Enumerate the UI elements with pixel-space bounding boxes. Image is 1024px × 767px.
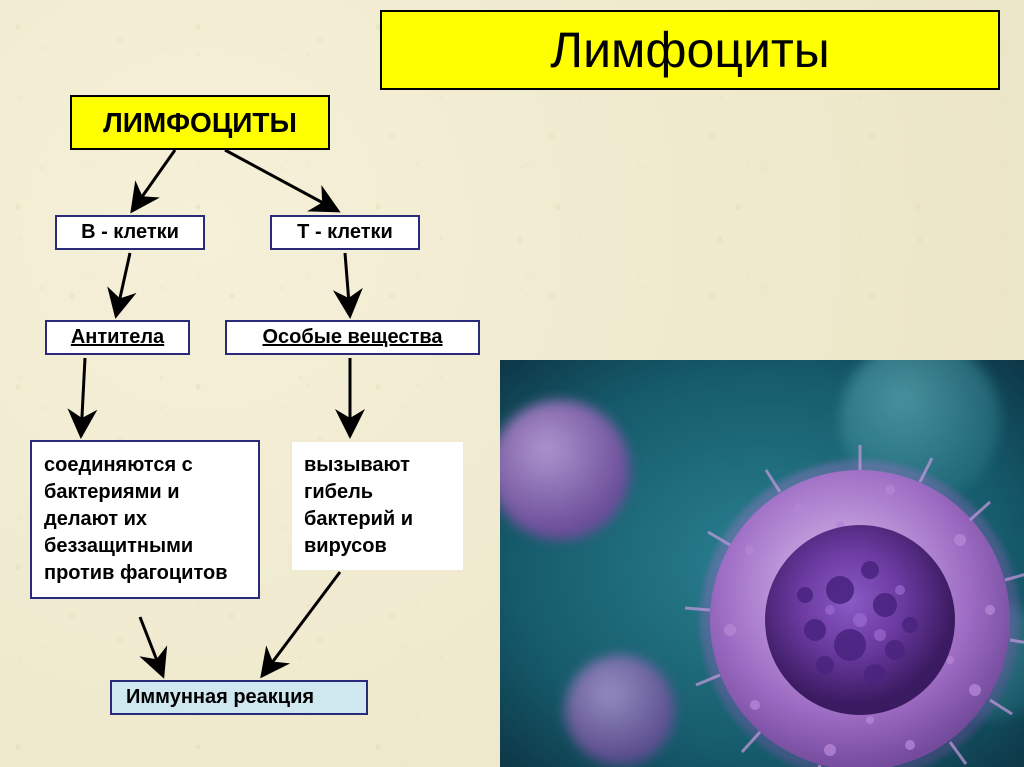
tcells-label: Т - клетки — [297, 221, 393, 243]
node-result: Иммунная реакция — [110, 680, 368, 715]
main-title-banner: Лимфоциты — [380, 10, 1000, 90]
node-tcell-desc: вызывают гибель бактерий и вирусов — [290, 440, 465, 572]
lymphocyte-image — [500, 360, 1024, 767]
sub-title-text: ЛИМФОЦИТЫ — [103, 107, 297, 139]
bcells-label: В - клетки — [81, 221, 179, 243]
bcell-desc-text: соединяются с бактериями и делают их без… — [44, 454, 228, 584]
node-tcells: Т - клетки — [270, 215, 420, 250]
main-title-text: Лимфоциты — [550, 21, 829, 79]
antibodies-label: Антитела — [71, 326, 164, 348]
node-bcells: В - клетки — [55, 215, 205, 250]
substances-label: Особые вещества — [263, 326, 443, 348]
tcell-desc-text: вызывают гибель бактерий и вирусов — [304, 454, 413, 557]
node-antibodies: Антитела — [45, 320, 190, 355]
node-substances: Особые вещества — [225, 320, 480, 355]
sub-title-banner: ЛИМФОЦИТЫ — [70, 95, 330, 150]
node-bcell-desc: соединяются с бактериями и делают их без… — [30, 440, 260, 599]
result-label: Иммунная реакция — [126, 686, 314, 708]
